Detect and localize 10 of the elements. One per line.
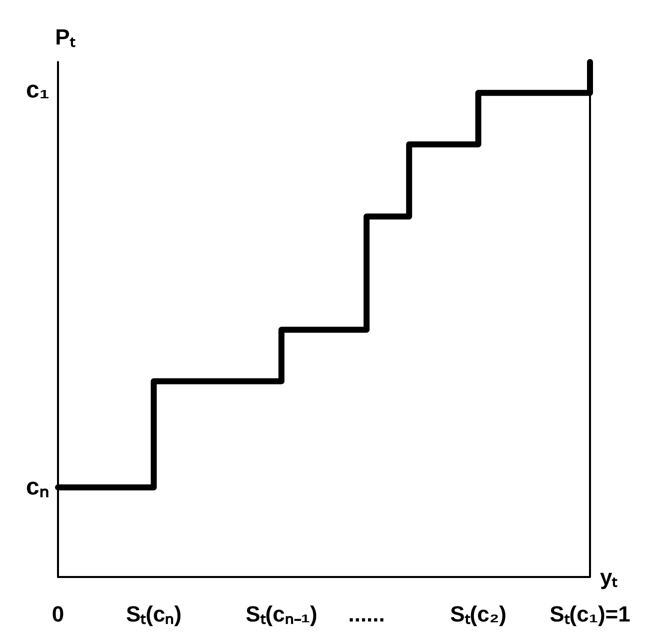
y-axis-title: Pₜ [55,24,76,50]
text: cₙ [26,474,50,500]
x-tick-label: Sₜ(c₁)=1 [550,602,630,626]
x-axis-title: yₜ [600,564,618,590]
x-tick-label: Sₜ(cₙ) [126,602,182,626]
text: c₁ [26,76,50,104]
x-tick-label: 0 [52,602,64,626]
x-tick-label: Sₜ(c₂) [450,602,506,626]
x-tick-label: Sₜ(cₙ₋₁) [246,602,318,626]
x-tick-label: ...... [348,602,385,626]
